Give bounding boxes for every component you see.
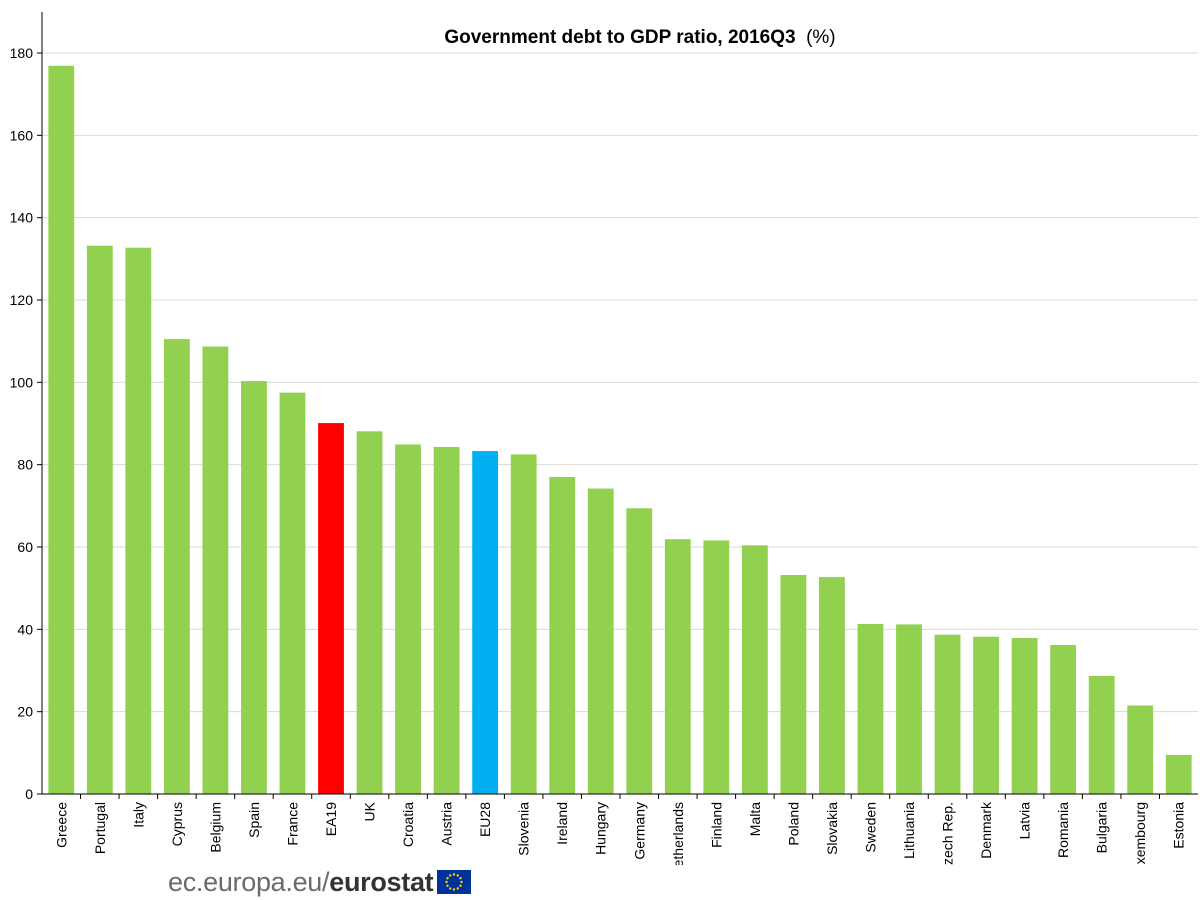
x-category-label: Czech Rep.	[940, 802, 956, 865]
x-category-label: Denmark	[978, 801, 994, 859]
x-category-label: Italy	[130, 802, 146, 828]
bar-france	[279, 392, 306, 794]
x-category-label: Slovakia	[824, 802, 840, 855]
y-tick-label: 180	[10, 45, 34, 61]
x-category-label: Malta	[747, 802, 763, 836]
x-category-label: Austria	[439, 802, 455, 846]
bar-malta	[741, 545, 768, 794]
bar-spain	[241, 381, 267, 794]
y-tick-label: 60	[17, 539, 33, 555]
bar-finland	[703, 540, 730, 794]
x-category-label: Bulgaria	[1094, 802, 1110, 854]
bar-austria	[433, 446, 460, 794]
bar-belgium	[202, 346, 229, 794]
bar-ireland	[549, 477, 576, 794]
x-category-label: France	[284, 802, 300, 846]
x-category-label: Finland	[708, 802, 724, 848]
x-category-label: Estonia	[1171, 802, 1187, 849]
y-tick-label: 80	[17, 457, 33, 473]
bar-poland	[780, 574, 807, 794]
y-tick-label: 100	[10, 374, 34, 390]
x-category-label: Spain	[246, 802, 262, 838]
bar-italy	[125, 247, 152, 795]
x-category-label: Romania	[1055, 802, 1071, 858]
eurostat-footer: ec.europa.eu/eurostat	[168, 866, 472, 898]
bar-sweden	[857, 623, 884, 794]
bar-romania	[1050, 644, 1077, 794]
x-category-label: Slovenia	[516, 802, 532, 856]
bar-slovakia	[819, 577, 845, 794]
bar-greece	[48, 65, 75, 795]
x-category-label: Poland	[785, 802, 801, 846]
bar-portugal	[86, 245, 113, 794]
footer-site: ec.europa.eu/	[168, 866, 330, 897]
bar-hungary	[587, 488, 614, 794]
x-category-label: Cyprus	[169, 802, 185, 846]
x-category-label: UK	[362, 801, 378, 821]
bar-cyprus	[163, 339, 190, 794]
eu-flag-icon	[437, 870, 472, 894]
chart-title-unit: (%)	[806, 27, 836, 48]
chart-title-text: Government debt to GDP ratio, 2016Q3	[444, 27, 795, 48]
x-category-label: Latvia	[1017, 802, 1033, 840]
bar-ea19	[318, 423, 344, 794]
x-category-label: Belgium	[207, 802, 223, 853]
y-tick-label: 40	[17, 621, 33, 637]
x-category-label: EA19	[323, 802, 339, 836]
x-category-label: Greece	[53, 802, 69, 848]
bar-lithuania	[896, 624, 922, 794]
bar-bulgaria	[1088, 675, 1115, 794]
bar-czech-rep-	[934, 634, 961, 794]
footer-brand: eurostat	[329, 866, 434, 897]
bar-slovenia	[510, 454, 537, 794]
bar-netherlands	[664, 539, 691, 794]
x-category-label: Portugal	[92, 802, 108, 854]
bar-croatia	[395, 444, 421, 794]
bar-estonia	[1165, 754, 1192, 794]
bar-germany	[626, 508, 653, 794]
bar-uk	[356, 431, 383, 794]
bars	[48, 65, 1192, 795]
bar-luxembourg	[1127, 705, 1154, 794]
bar-latvia	[1011, 637, 1038, 794]
bar-chart: 0 20 40 60 80 100 120 140 160 180 Greece Portugal It…	[10, 12, 1198, 865]
gridlines	[42, 52, 1198, 713]
chart-title: Government debt to GDP ratio, 2016Q3 (%)	[444, 27, 835, 48]
y-tick-label: 0	[25, 786, 33, 802]
y-tick-label: 160	[10, 127, 34, 143]
bar-eu28	[472, 451, 499, 794]
bar-denmark	[973, 636, 999, 794]
x-category-label: Ireland	[554, 802, 570, 845]
x-category-label: Hungary	[593, 802, 609, 855]
x-category-label: Germany	[631, 802, 647, 860]
axes: 0 20 40 60 80 100 120 140 160 180 Greece Portugal It…	[10, 12, 1198, 865]
x-category-label: Croatia	[400, 802, 416, 847]
y-tick-label: 140	[10, 210, 34, 226]
x-category-label: Netherlands	[670, 802, 686, 865]
x-category-label: Sweden	[862, 802, 878, 853]
y-tick-label: 120	[10, 292, 34, 308]
x-category-label: Lithuania	[901, 802, 917, 859]
y-tick-label: 20	[17, 704, 33, 720]
x-category-label: Luxembourg	[1132, 802, 1148, 865]
x-category-label: EU28	[477, 802, 493, 837]
